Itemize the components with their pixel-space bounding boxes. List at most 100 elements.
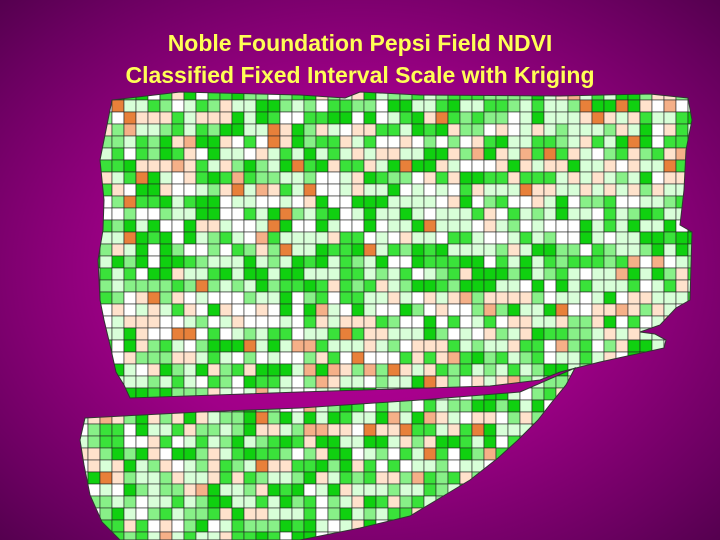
grid-cell xyxy=(471,531,485,540)
grid-cell xyxy=(183,363,197,377)
grid-cell xyxy=(459,435,473,449)
grid-cell xyxy=(459,387,473,401)
grid-cell xyxy=(471,327,485,341)
grid-cell xyxy=(135,135,149,149)
grid-cell xyxy=(459,423,473,437)
grid-cell xyxy=(219,255,233,269)
grid-cell xyxy=(351,375,365,389)
grid-cell xyxy=(327,387,341,401)
grid-cell xyxy=(387,195,401,209)
grid-cell xyxy=(135,411,149,425)
grid-cell xyxy=(207,507,221,521)
grid-cell xyxy=(80,375,89,389)
grid-cell xyxy=(315,375,329,389)
grid-cell xyxy=(183,411,197,425)
grid-cell xyxy=(555,195,569,209)
grid-cell xyxy=(615,363,629,377)
grid-cell xyxy=(315,267,329,281)
grid-cell xyxy=(567,447,581,461)
grid-cell xyxy=(651,495,665,509)
grid-cell xyxy=(111,399,125,413)
grid-cell xyxy=(291,495,305,509)
grid-cell xyxy=(255,483,269,497)
grid-cell xyxy=(195,495,209,509)
grid-cell xyxy=(159,435,173,449)
grid-cell xyxy=(375,531,389,540)
grid-cell xyxy=(231,279,245,293)
grid-cell xyxy=(495,231,509,245)
grid-cell xyxy=(483,255,497,269)
grid-cell xyxy=(363,123,377,137)
grid-cell xyxy=(351,315,365,329)
grid-cell xyxy=(519,183,533,197)
grid-cell xyxy=(123,231,137,245)
grid-cell xyxy=(423,99,437,113)
grid-cell xyxy=(579,207,593,221)
grid-cell xyxy=(87,435,101,449)
grid-cell xyxy=(615,171,629,185)
grid-cell xyxy=(495,507,509,521)
grid-cell xyxy=(483,423,497,437)
grid-cell xyxy=(555,171,569,185)
grid-cell xyxy=(135,531,149,540)
grid-cell xyxy=(327,483,341,497)
grid-cell xyxy=(579,99,593,113)
grid-cell xyxy=(303,267,317,281)
grid-cell xyxy=(471,495,485,509)
grid-cell xyxy=(579,291,593,305)
grid-cell xyxy=(195,531,209,540)
grid-cell xyxy=(87,159,101,173)
grid-cell xyxy=(579,351,593,365)
grid-cell xyxy=(231,495,245,509)
grid-cell xyxy=(363,99,377,113)
grid-cell xyxy=(135,351,149,365)
grid-cell xyxy=(147,183,161,197)
grid-cell xyxy=(591,111,605,125)
grid-cell xyxy=(411,447,425,461)
grid-cell xyxy=(495,531,509,540)
grid-cell xyxy=(555,147,569,161)
grid-cell xyxy=(447,363,461,377)
grid-cell xyxy=(459,279,473,293)
grid-cell xyxy=(531,471,545,485)
grid-cell xyxy=(327,123,341,137)
grid-cell xyxy=(495,111,509,125)
grid-cell xyxy=(123,483,137,497)
grid-cell xyxy=(111,243,125,257)
grid-cell xyxy=(315,123,329,137)
grid-cell xyxy=(651,531,665,540)
grid-cell xyxy=(423,519,437,533)
grid-cell xyxy=(495,519,509,533)
grid-cell xyxy=(543,495,557,509)
grid-cell xyxy=(579,471,593,485)
grid-cell xyxy=(231,351,245,365)
grid-cell xyxy=(255,423,269,437)
grid-cell xyxy=(543,135,557,149)
grid-cell xyxy=(231,447,245,461)
grid-cell xyxy=(147,519,161,533)
grid-cell xyxy=(459,303,473,317)
grid-cell xyxy=(603,459,617,473)
grid-cell xyxy=(279,363,293,377)
grid-cell xyxy=(135,363,149,377)
grid-cell xyxy=(591,123,605,137)
grid-cell xyxy=(663,111,677,125)
grid-cell xyxy=(219,399,233,413)
grid-cell xyxy=(171,171,185,185)
grid-cell xyxy=(387,123,401,137)
grid-cell xyxy=(639,159,653,173)
grid-cell xyxy=(147,459,161,473)
grid-cell xyxy=(243,507,257,521)
grid-cell xyxy=(531,447,545,461)
grid-cell xyxy=(123,399,137,413)
grid-cell xyxy=(507,531,521,540)
grid-cell xyxy=(627,123,641,137)
grid-cell xyxy=(147,159,161,173)
grid-cell xyxy=(591,447,605,461)
grid-cell xyxy=(531,111,545,125)
grid-cell xyxy=(531,99,545,113)
grid-cell xyxy=(80,267,89,281)
grid-cell xyxy=(459,159,473,173)
grid-cell xyxy=(207,183,221,197)
grid-cell xyxy=(279,399,293,413)
